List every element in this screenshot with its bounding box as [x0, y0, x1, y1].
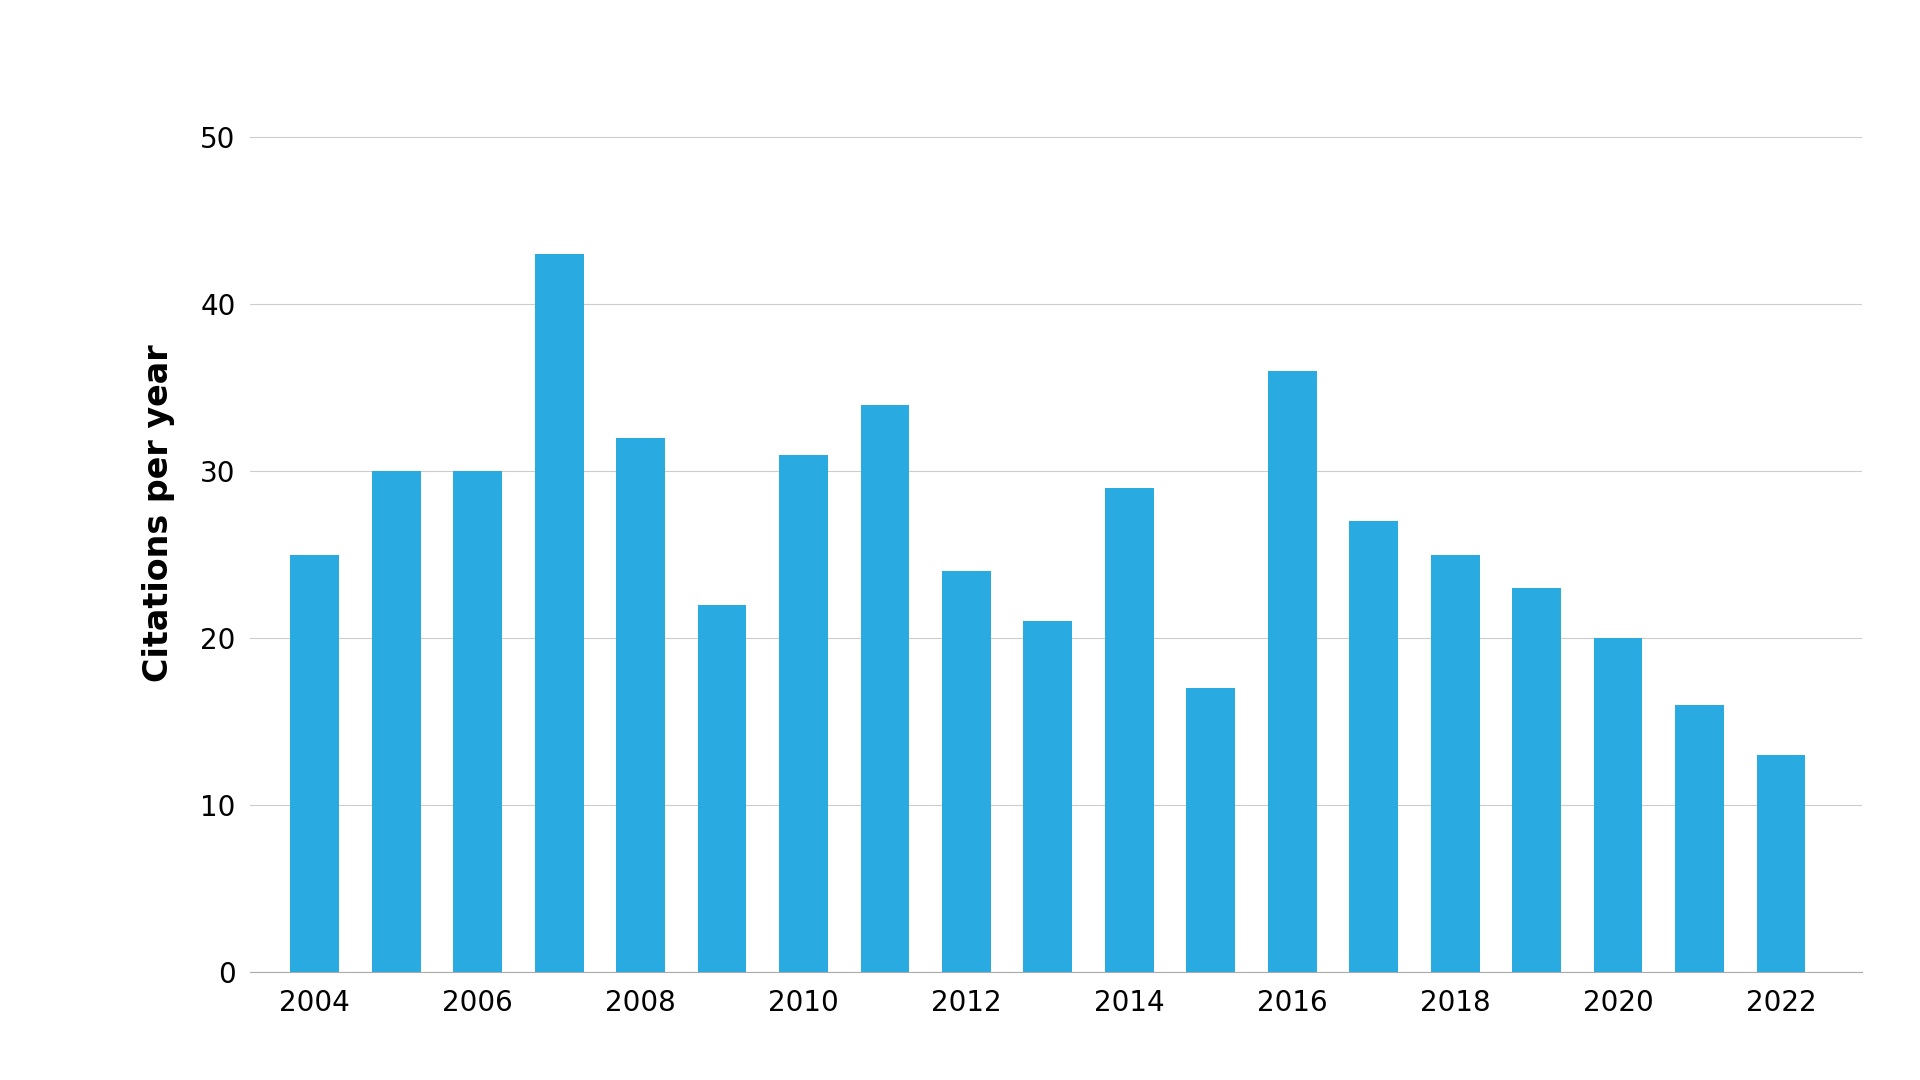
Bar	[1430, 555, 1480, 972]
Bar	[697, 605, 747, 972]
Bar	[943, 571, 991, 972]
Bar	[860, 405, 910, 972]
Bar	[1023, 621, 1071, 972]
Y-axis label: Citations per year: Citations per year	[142, 345, 175, 681]
Bar	[1757, 755, 1805, 972]
Bar	[534, 254, 584, 972]
Bar	[1594, 638, 1642, 972]
Bar	[616, 437, 664, 972]
Bar	[1674, 705, 1724, 972]
Bar	[372, 471, 420, 972]
Bar	[1350, 522, 1398, 972]
Bar	[1187, 688, 1235, 972]
Bar	[780, 455, 828, 972]
Bar	[1267, 372, 1317, 972]
Bar	[1513, 589, 1561, 972]
Bar	[453, 471, 503, 972]
Bar	[290, 555, 340, 972]
Bar	[1104, 488, 1154, 972]
